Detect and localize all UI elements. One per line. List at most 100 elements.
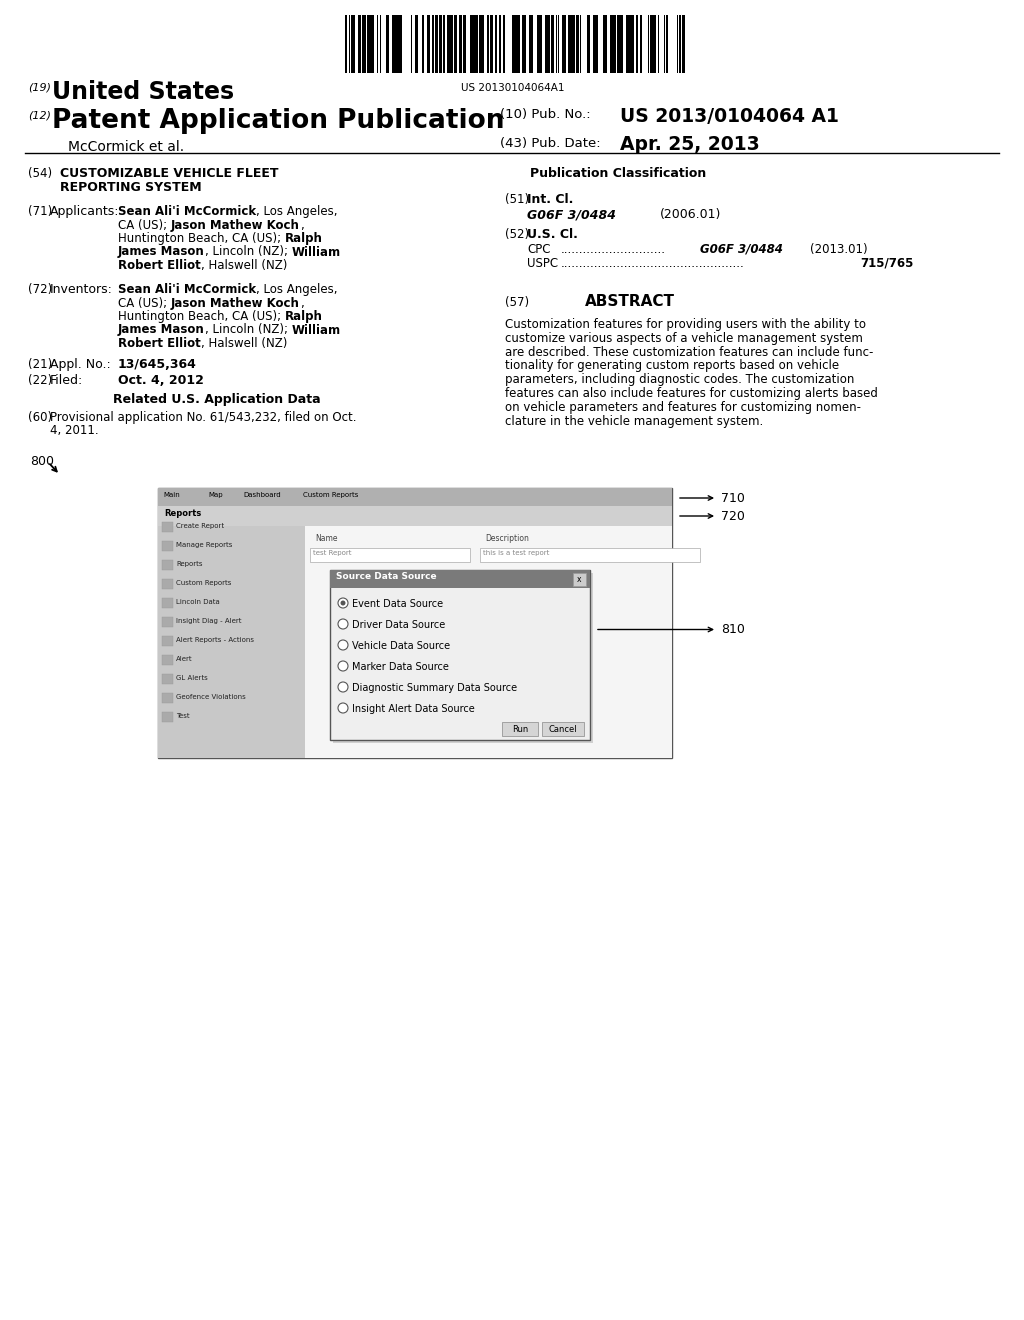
Bar xyxy=(538,15,540,73)
Text: are described. These customization features can include func-: are described. These customization featu… xyxy=(505,346,873,359)
Text: Insight Alert Data Source: Insight Alert Data Source xyxy=(352,704,475,714)
Text: Reports: Reports xyxy=(176,561,203,568)
Text: 13/645,364: 13/645,364 xyxy=(118,358,197,371)
Text: Custom Reports: Custom Reports xyxy=(176,579,231,586)
Text: William: William xyxy=(292,323,341,337)
Bar xyxy=(540,15,542,73)
Text: Sean Ali'i McCormick: Sean Ali'i McCormick xyxy=(118,282,256,296)
Text: (43) Pub. Date:: (43) Pub. Date: xyxy=(500,137,601,150)
Text: Provisional application No. 61/543,232, filed on Oct.: Provisional application No. 61/543,232, … xyxy=(50,411,356,424)
Text: (12): (12) xyxy=(28,110,51,120)
Bar xyxy=(428,15,430,73)
Text: (21): (21) xyxy=(28,358,52,371)
Text: Lincoln Data: Lincoln Data xyxy=(176,599,220,605)
Bar xyxy=(310,548,470,562)
Bar xyxy=(369,15,371,73)
Bar xyxy=(503,15,505,73)
Text: features can also include features for customizing alerts based: features can also include features for c… xyxy=(505,387,878,400)
Text: Applicants:: Applicants: xyxy=(50,205,120,218)
Bar xyxy=(650,15,652,73)
Bar xyxy=(162,616,173,627)
Bar xyxy=(552,15,554,73)
Text: x: x xyxy=(578,574,582,583)
Text: Source Data Source: Source Data Source xyxy=(336,572,436,581)
Text: CUSTOMIZABLE VEHICLE FLEET: CUSTOMIZABLE VEHICLE FLEET xyxy=(60,168,279,180)
Bar xyxy=(575,15,579,73)
Bar xyxy=(416,15,418,73)
Text: Marker Data Source: Marker Data Source xyxy=(352,663,449,672)
Text: Appl. No.:: Appl. No.: xyxy=(50,358,111,371)
Text: .................................................: ........................................… xyxy=(561,257,744,271)
Text: ,: , xyxy=(300,219,303,231)
Bar xyxy=(449,15,451,73)
Text: Manage Reports: Manage Reports xyxy=(176,543,232,548)
Text: Alert: Alert xyxy=(176,656,193,663)
Bar xyxy=(162,541,173,550)
Text: Apr. 25, 2013: Apr. 25, 2013 xyxy=(620,135,760,154)
Text: Create Report: Create Report xyxy=(176,523,224,529)
Bar xyxy=(495,15,497,73)
Text: US 20130104064A1: US 20130104064A1 xyxy=(461,83,564,92)
Text: Map: Map xyxy=(208,492,222,498)
Circle shape xyxy=(338,704,348,713)
Bar xyxy=(392,15,394,73)
Bar xyxy=(626,15,629,73)
Text: Run: Run xyxy=(512,725,528,734)
Bar xyxy=(653,15,656,73)
Text: G06F 3/0484: G06F 3/0484 xyxy=(527,209,616,220)
Bar xyxy=(367,15,369,73)
Text: G06F 3/0484: G06F 3/0484 xyxy=(700,243,783,256)
Text: Name: Name xyxy=(315,535,338,543)
Bar xyxy=(162,521,173,532)
Text: (10) Pub. No.:: (10) Pub. No.: xyxy=(500,108,591,121)
Bar xyxy=(435,15,438,73)
Bar xyxy=(499,15,501,73)
Text: (54): (54) xyxy=(28,168,52,180)
Text: 800: 800 xyxy=(30,455,54,469)
Bar xyxy=(443,15,445,73)
Text: Robert Elliot: Robert Elliot xyxy=(118,259,201,272)
Text: Dashboard: Dashboard xyxy=(243,492,281,498)
Text: 810: 810 xyxy=(721,623,744,636)
Bar xyxy=(439,15,442,73)
Circle shape xyxy=(338,640,348,649)
Text: Related U.S. Application Data: Related U.S. Application Data xyxy=(113,393,321,407)
Text: (72): (72) xyxy=(28,282,52,296)
Text: Jason Mathew Koch: Jason Mathew Koch xyxy=(171,297,300,309)
Text: clature in the vehicle management system.: clature in the vehicle management system… xyxy=(505,414,763,428)
Text: 710: 710 xyxy=(721,491,744,504)
Text: Inventors:: Inventors: xyxy=(50,282,113,296)
Bar xyxy=(640,15,642,73)
Bar xyxy=(330,570,590,741)
Bar xyxy=(529,15,531,73)
Text: McCormick et al.: McCormick et al. xyxy=(68,140,184,154)
Bar xyxy=(480,15,482,73)
Text: (52): (52) xyxy=(505,228,529,242)
Text: Vehicle Data Source: Vehicle Data Source xyxy=(352,642,451,651)
Text: CPC: CPC xyxy=(527,243,551,256)
Bar xyxy=(610,15,613,73)
Text: William: William xyxy=(292,246,341,259)
Bar xyxy=(515,15,517,73)
Bar xyxy=(682,15,684,73)
Text: , Los Angeles,: , Los Angeles, xyxy=(256,282,338,296)
Bar xyxy=(162,598,173,609)
Bar xyxy=(158,488,672,758)
Text: ,: , xyxy=(300,297,303,309)
Text: (22): (22) xyxy=(28,374,52,387)
Text: Patent Application Publication: Patent Application Publication xyxy=(52,108,505,135)
Bar xyxy=(617,15,618,73)
Text: Test: Test xyxy=(176,713,189,719)
Text: , Lincoln (NZ);: , Lincoln (NZ); xyxy=(205,323,292,337)
Text: customize various aspects of a vehicle management system: customize various aspects of a vehicle m… xyxy=(505,331,863,345)
Bar xyxy=(397,15,399,73)
Text: Alert Reports - Actions: Alert Reports - Actions xyxy=(176,638,254,643)
Bar xyxy=(573,573,586,586)
Bar xyxy=(587,15,589,73)
Bar xyxy=(614,15,616,73)
Bar xyxy=(475,15,477,73)
Text: (51): (51) xyxy=(505,193,529,206)
Bar xyxy=(362,15,364,73)
Bar xyxy=(305,525,672,758)
Bar xyxy=(621,15,623,73)
